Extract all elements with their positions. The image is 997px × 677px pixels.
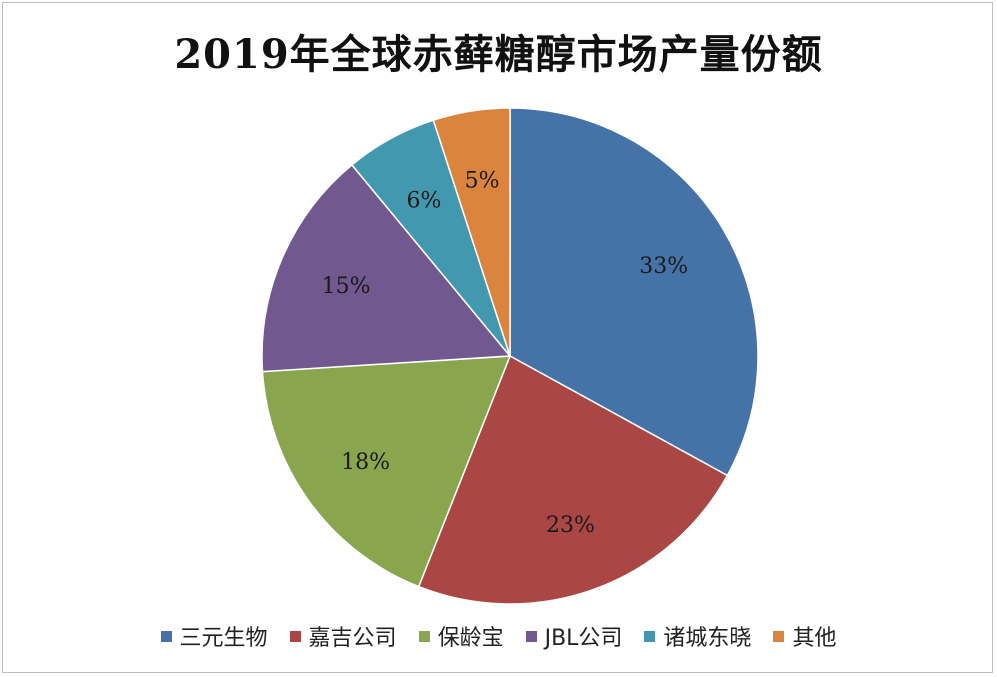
slice-data-label-5: 6%	[407, 189, 442, 214]
legend-item-4: JBL公司	[525, 620, 623, 652]
chart-legend: 三元生物 嘉吉公司 保龄宝 JBL公司 诸城东晓 其他	[0, 620, 997, 652]
legend-label: 嘉吉公司	[308, 626, 397, 651]
legend-item-1: 三元生物	[160, 620, 268, 652]
pie-slice-4	[261, 163, 512, 373]
slice-data-label-1: 33%	[639, 254, 688, 279]
pie-slice-2	[417, 354, 729, 605]
slice-data-label-2: 23%	[546, 513, 595, 538]
legend-swatch	[644, 630, 656, 642]
legend-item-5: 诸城东晓	[644, 620, 751, 652]
slice-data-label-4: 15%	[322, 274, 371, 299]
legend-swatch	[418, 630, 430, 642]
legend-swatch	[773, 630, 785, 642]
legend-label: 其他	[792, 626, 837, 651]
slice-data-label-3: 18%	[341, 450, 390, 475]
legend-label: 保龄宝	[437, 626, 504, 651]
legend-label: JBL公司	[544, 626, 623, 651]
legend-swatch	[160, 630, 172, 642]
legend-item-6: 其他	[773, 620, 836, 652]
pie-slice-1	[509, 107, 759, 477]
legend-item-2: 嘉吉公司	[289, 620, 397, 652]
legend-item-3: 保龄宝	[418, 620, 504, 652]
pie-slice-6	[432, 107, 511, 357]
legend-swatch	[289, 630, 301, 642]
pie-slice-3	[261, 355, 512, 588]
legend-label: 诸城东晓	[663, 626, 752, 651]
legend-label: 三元生物	[179, 626, 268, 651]
chart-title: 2019年全球赤藓糖醇市场产量份额	[174, 31, 823, 78]
slice-data-label-6: 5%	[465, 169, 500, 194]
legend-swatch	[525, 630, 537, 642]
